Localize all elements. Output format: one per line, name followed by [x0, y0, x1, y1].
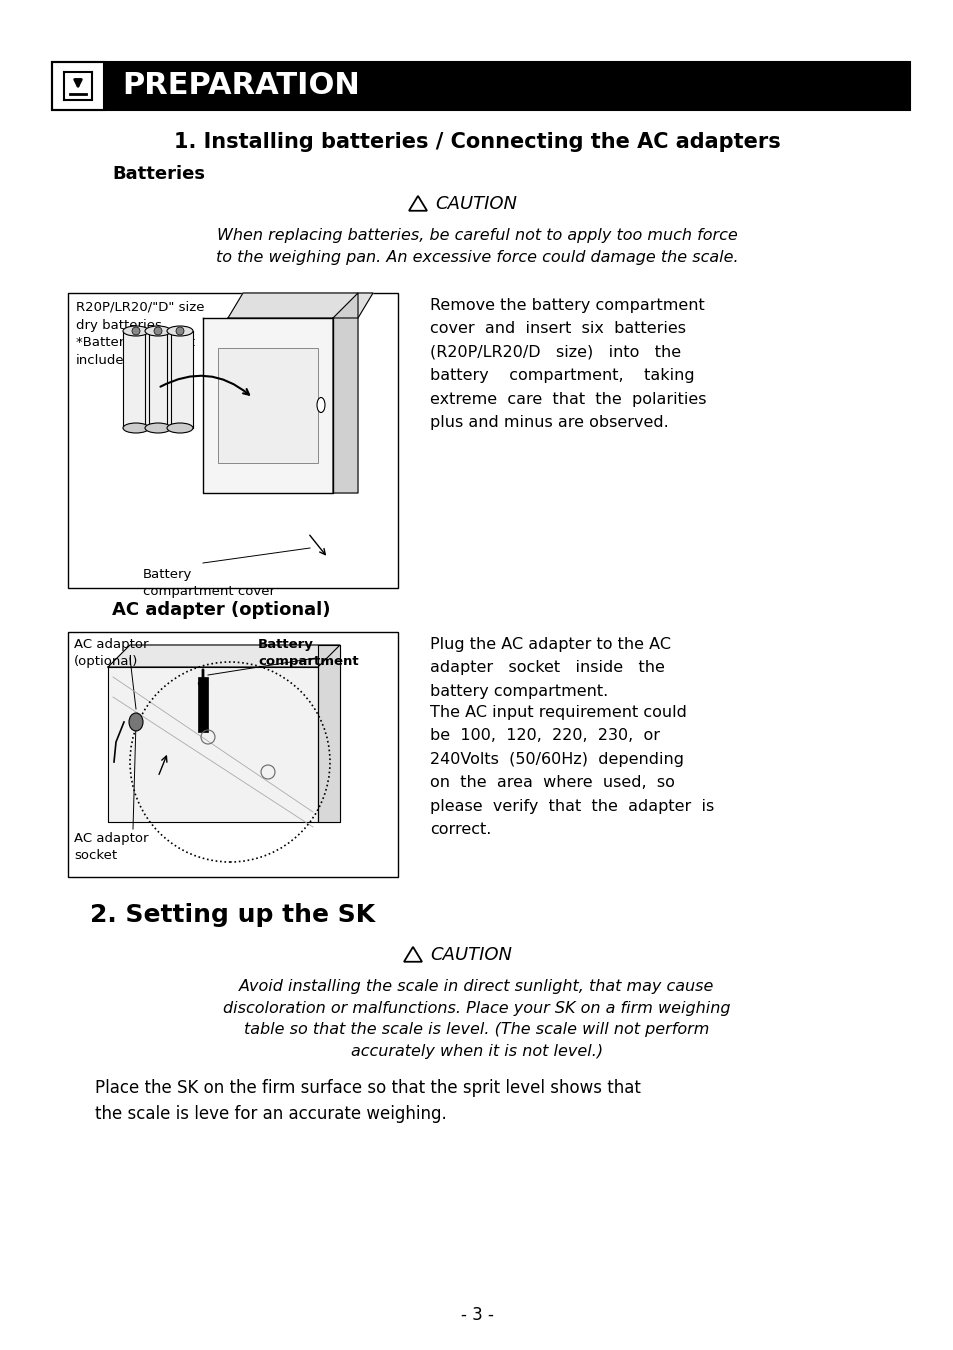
Text: When replacing batteries, be careful not to apply too much force
to the weighing: When replacing batteries, be careful not…: [215, 228, 738, 265]
Ellipse shape: [129, 713, 143, 730]
Polygon shape: [203, 319, 333, 493]
Text: CAUTION: CAUTION: [435, 194, 517, 213]
Text: R20P/LR20/"D" size
dry batteries.
*Batteries are not
included: R20P/LR20/"D" size dry batteries. *Batte…: [76, 301, 204, 366]
FancyBboxPatch shape: [52, 62, 104, 109]
Ellipse shape: [145, 423, 171, 433]
Text: 2. Setting up the SK: 2. Setting up the SK: [90, 903, 375, 927]
Polygon shape: [123, 331, 149, 428]
Ellipse shape: [123, 423, 149, 433]
Text: AC adaptor
(optional): AC adaptor (optional): [74, 639, 149, 668]
Polygon shape: [167, 331, 193, 428]
Text: Plug the AC adapter to the AC
adapter   socket   inside   the
battery compartmen: Plug the AC adapter to the AC adapter so…: [430, 637, 670, 699]
Ellipse shape: [167, 325, 193, 336]
Polygon shape: [317, 645, 339, 822]
Text: Remove the battery compartment
cover  and  insert  six  batteries
(R20P/LR20/D  : Remove the battery compartment cover and…: [430, 298, 706, 431]
Ellipse shape: [145, 325, 171, 336]
FancyBboxPatch shape: [104, 62, 909, 109]
FancyBboxPatch shape: [198, 676, 208, 732]
Text: CAUTION: CAUTION: [430, 946, 512, 964]
Text: PREPARATION: PREPARATION: [122, 72, 359, 100]
Polygon shape: [108, 645, 339, 667]
Text: Battery
compartment: Battery compartment: [257, 639, 358, 668]
Circle shape: [132, 327, 140, 335]
Text: AC adapter (optional): AC adapter (optional): [112, 601, 330, 620]
Text: 1. Installing batteries / Connecting the AC adapters: 1. Installing batteries / Connecting the…: [173, 132, 780, 153]
Polygon shape: [108, 667, 317, 822]
Text: Avoid installing the scale in direct sunlight, that may cause
discoloration or m: Avoid installing the scale in direct sun…: [223, 979, 730, 1058]
Circle shape: [175, 327, 184, 335]
Ellipse shape: [316, 397, 325, 413]
FancyBboxPatch shape: [68, 632, 397, 878]
Text: - 3 -: - 3 -: [460, 1305, 493, 1324]
Text: The AC input requirement could
be  100,  120,  220,  230,  or
240Volts  (50/60Hz: The AC input requirement could be 100, 1…: [430, 705, 714, 837]
Text: Batteries: Batteries: [112, 165, 205, 184]
Polygon shape: [228, 293, 373, 319]
Text: Place the SK on the firm surface so that the sprit level shows that
the scale is: Place the SK on the firm surface so that…: [95, 1079, 640, 1123]
FancyBboxPatch shape: [218, 348, 317, 463]
FancyBboxPatch shape: [68, 293, 397, 589]
Ellipse shape: [123, 325, 149, 336]
Polygon shape: [333, 293, 357, 493]
Text: AC adaptor
socket: AC adaptor socket: [74, 832, 149, 863]
Circle shape: [153, 327, 162, 335]
Polygon shape: [145, 331, 171, 428]
Ellipse shape: [167, 423, 193, 433]
Text: Battery
compartment cover: Battery compartment cover: [143, 568, 274, 598]
